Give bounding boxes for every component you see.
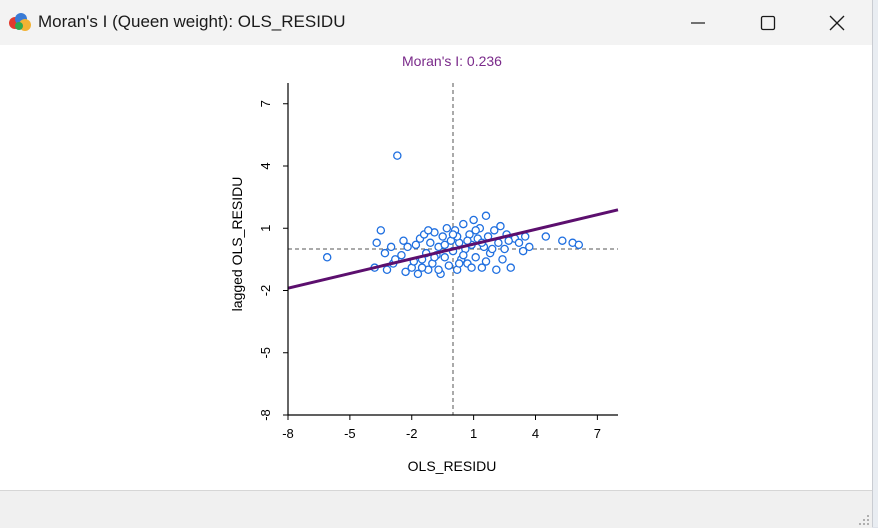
y-tick-label-4: 4: [258, 162, 273, 169]
data-point-46: [481, 211, 491, 221]
chart-title: Moran's I: 0.236: [402, 53, 502, 69]
data-point-80: [454, 259, 464, 268]
data-point-74: [487, 244, 497, 254]
title-bar[interactable]: Moran's I (Queen weight): OLS_RESIDU: [0, 0, 872, 45]
data-point-83: [481, 257, 491, 266]
data-point-57: [514, 238, 524, 248]
x-tick-label-4: 4: [532, 426, 539, 441]
x-tick-label-5: 7: [594, 426, 601, 441]
data-point-50: [492, 265, 501, 274]
y-tick-label-5: 7: [258, 100, 273, 107]
data-point-75: [498, 255, 507, 264]
data-point-68: [434, 265, 443, 274]
data-point-44: [477, 263, 487, 272]
plot-canvas[interactable]: Moran's I: 0.236 -8 -5 -2 1 4 7 -8 -5 -2 1 4 7 OLS…: [0, 45, 872, 490]
data-point-26: [440, 253, 449, 262]
data-point-71: [459, 250, 468, 260]
resize-grip-icon[interactable]: [858, 514, 870, 526]
data-point-6: [382, 265, 392, 274]
data-point-10: [401, 267, 410, 277]
data-point-1: [322, 253, 332, 262]
maximize-icon: [760, 15, 776, 31]
data-point-41: [471, 253, 480, 262]
close-button[interactable]: [802, 0, 872, 45]
status-bar: [0, 490, 872, 528]
data-point-59: [525, 242, 534, 252]
data-point-85: [518, 246, 528, 256]
data-point-79: [448, 230, 458, 239]
data-point-69: [440, 240, 449, 250]
data-point-76: [386, 242, 396, 252]
data-point-58: [520, 232, 530, 241]
data-point-72: [467, 263, 476, 272]
regression-line: [287, 208, 619, 290]
background-window-edge: [873, 0, 878, 527]
y-tick-label-3: 1: [258, 225, 273, 232]
x-axis-label: OLS_RESIDU: [408, 458, 497, 474]
y-axis-label: lagged OLS_RESIDU: [229, 177, 245, 312]
y-tick-label-1: -5: [258, 347, 273, 359]
data-point-53: [500, 244, 509, 254]
data-point-12: [411, 240, 421, 250]
data-point-35: [459, 219, 468, 229]
data-point-40: [469, 215, 478, 225]
x-tick-label-2: -2: [406, 426, 418, 441]
y-tick-label-0: -8: [258, 409, 273, 421]
data-point-60: [541, 232, 551, 241]
data-point-67: [423, 226, 433, 235]
data-point-81: [463, 236, 472, 245]
data-point-25: [438, 232, 447, 241]
data-point-27: [442, 223, 452, 233]
data-point-0: [393, 151, 402, 160]
data-point-84: [504, 236, 513, 245]
data-point-82: [471, 226, 480, 235]
app-logo-icon: [9, 13, 31, 31]
data-point-9: [399, 236, 408, 245]
data-point-77: [417, 263, 427, 272]
data-point-8: [397, 250, 406, 260]
data-point-55: [506, 263, 515, 272]
x-tick-label-3: 1: [470, 426, 477, 441]
data-point-61: [558, 236, 567, 245]
x-tick-label-1: -5: [344, 426, 356, 441]
window-title: Moran's I (Queen weight): OLS_RESIDU: [38, 12, 346, 31]
maximize-button[interactable]: [733, 0, 803, 45]
data-point-4: [380, 248, 390, 258]
data-point-19: [426, 238, 435, 248]
data-point-28: [444, 261, 454, 270]
y-tick-label-2: -2: [258, 285, 273, 297]
minimize-button[interactable]: [663, 0, 733, 45]
data-point-63: [574, 240, 584, 250]
data-point-3: [372, 238, 381, 248]
data-point-52: [496, 221, 505, 231]
x-tick-label-0: -8: [282, 426, 294, 441]
moran-scatter-plot[interactable]: Moran's I: 0.236 -8 -5 -2 1 4 7 -8 -5 -2 1 4 7 OLS…: [0, 45, 872, 490]
minimize-icon: [691, 22, 705, 24]
close-icon: [829, 15, 845, 31]
data-point-65: [403, 242, 412, 252]
data-point-49: [489, 226, 499, 235]
data-point-2: [376, 226, 386, 235]
data-point-13: [413, 269, 423, 279]
